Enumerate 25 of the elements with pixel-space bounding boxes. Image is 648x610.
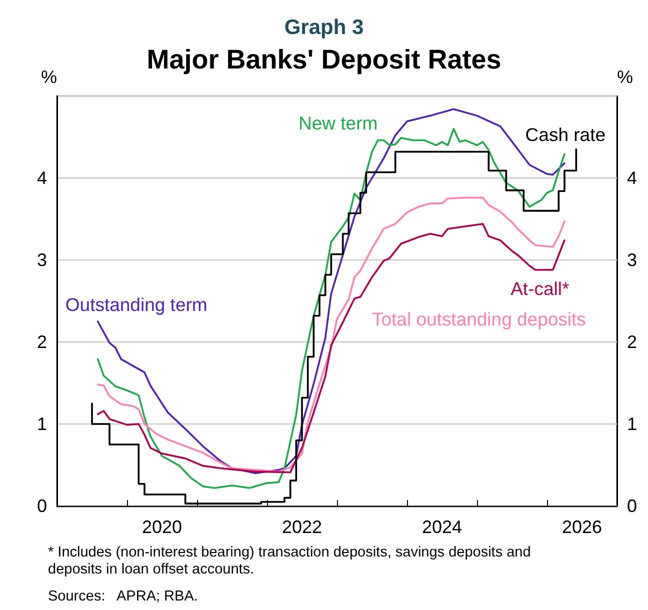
text: * Includes (non-interest bearing) transaction deposits, savings deposits and deposits in loan offset accounts.: [48, 544, 535, 578]
series-label: Cash rate: [525, 124, 606, 146]
y2-axis-title: %: [616, 67, 634, 87]
y-tick-label: 2: [36, 332, 47, 352]
y2-tick-label: 4: [626, 168, 638, 188]
y-axis-title: %: [40, 67, 57, 87]
x-tick-label: 2026: [562, 517, 602, 537]
y2-tick-label: 3: [626, 250, 638, 270]
x-tick-label: 2020: [142, 517, 182, 537]
y2-tick-label: 1: [626, 414, 638, 434]
y-tick-label: 0: [36, 496, 47, 516]
chart-title: Graph 3: [284, 16, 364, 39]
x-tick-label: 2024: [422, 517, 462, 537]
x-tick-label: 2022: [282, 517, 322, 537]
series-label: New term: [298, 112, 378, 134]
series-label: Outstanding term: [65, 294, 208, 315]
chart-subtitle: Major Banks' Deposit Rates: [146, 44, 502, 74]
y2-tick-label: 2: [626, 332, 638, 352]
y-tick-label: 1: [36, 414, 47, 434]
source-note: Sources: APRA; RBA.: [48, 588, 198, 604]
y2-tick-label: 0: [626, 496, 638, 516]
series-label: Total outstanding deposits: [372, 308, 586, 330]
y-tick-label: 4: [36, 168, 47, 188]
series-label: At-call*: [510, 278, 570, 300]
y-tick-label: 3: [36, 250, 47, 270]
